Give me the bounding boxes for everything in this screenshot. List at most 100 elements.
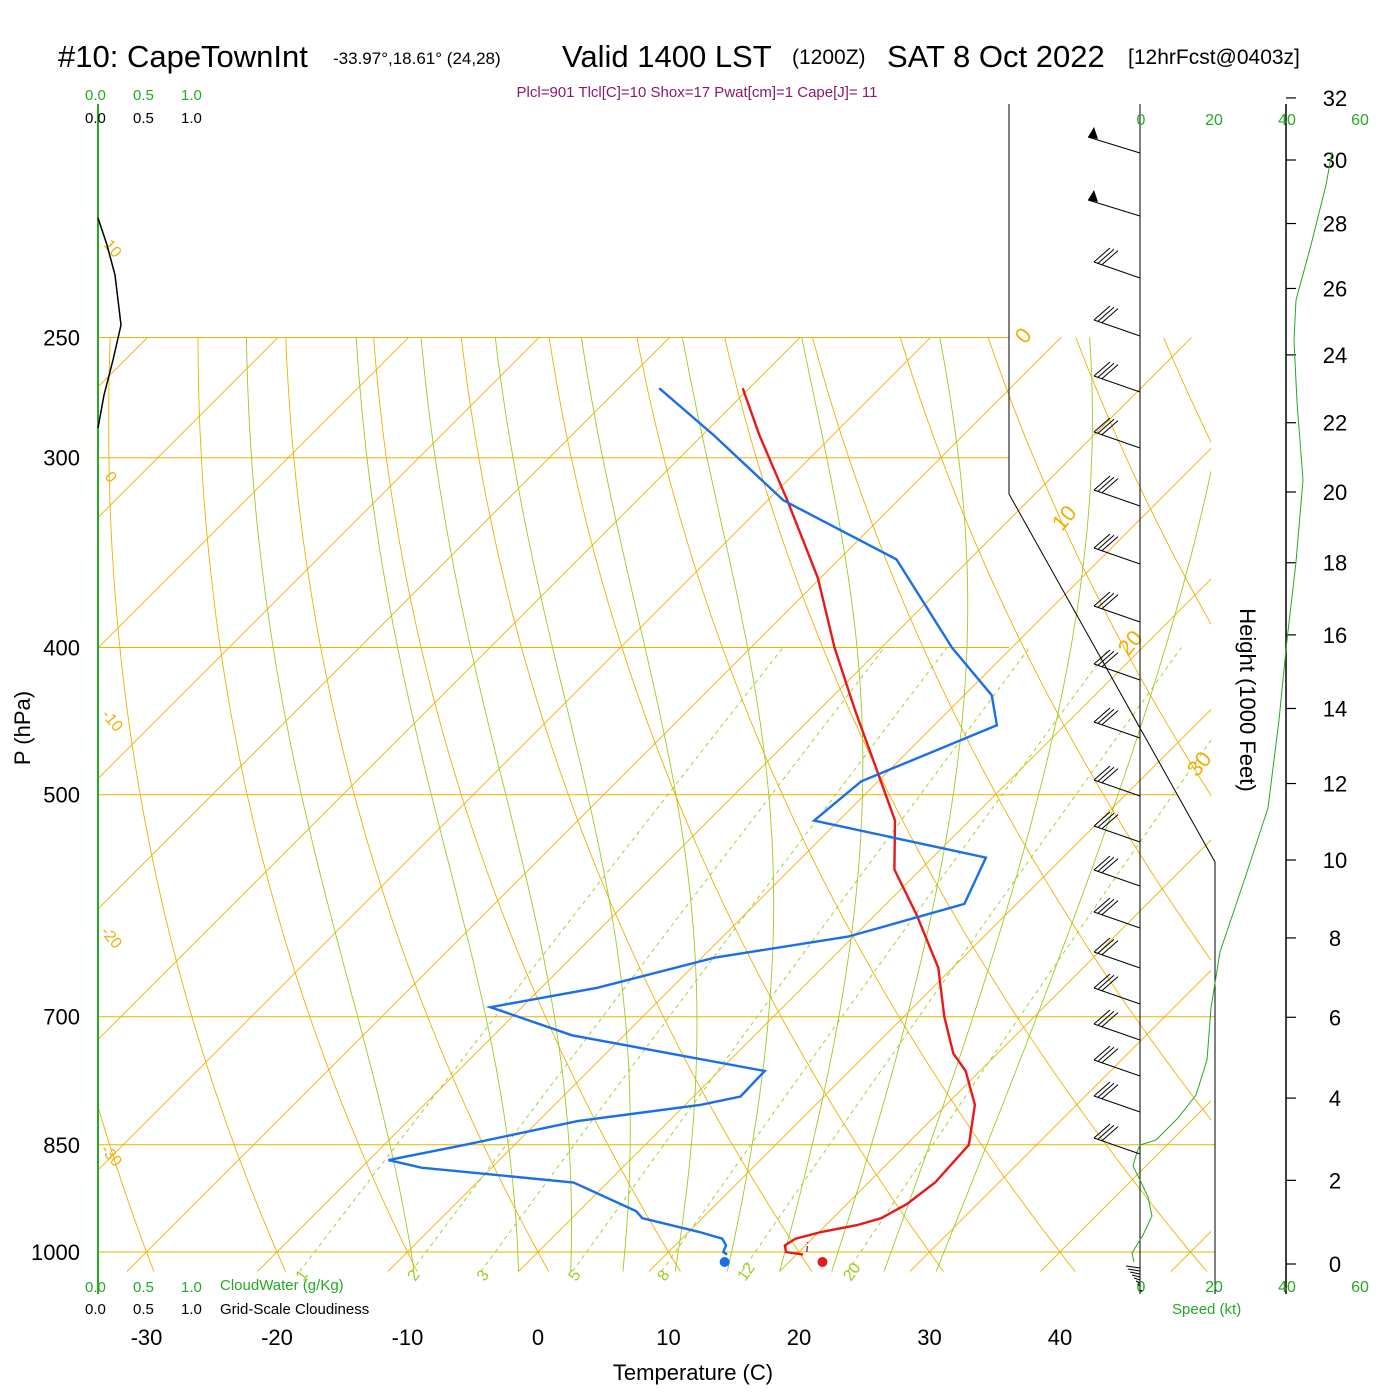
wind-barb-surface xyxy=(1129,1271,1141,1275)
dry-adiabat-line xyxy=(812,337,1211,1121)
cloudiness-scale-tick: 0.0 xyxy=(85,1301,106,1318)
wind-barb-feather xyxy=(1101,250,1119,265)
station-coords: -33.97°,18.61° (24,28) xyxy=(333,49,501,68)
isotherm-line xyxy=(1302,337,1400,1271)
pressure-tick-label: 250 xyxy=(43,325,80,350)
wind-speed-label: Speed (kt) xyxy=(1172,1301,1241,1318)
wind-barb-staff xyxy=(1093,1059,1141,1077)
cloudwater-scale-tick: 0.5 xyxy=(133,1279,154,1296)
temperature-tick-label: 20 xyxy=(787,1325,811,1350)
height-tick-label: 14 xyxy=(1323,696,1347,721)
wind-barb-staff xyxy=(1087,136,1141,154)
sounding-traces xyxy=(388,387,999,1267)
wind-barb xyxy=(1087,190,1141,217)
surface-dewpoint-marker xyxy=(719,1257,730,1267)
wind-barb-feather xyxy=(1093,973,1111,989)
wind-barb-staff xyxy=(1093,987,1141,1005)
cloudwater-scale-tick: 0.0 xyxy=(85,87,106,104)
cloudiness-scale-tick: 1.0 xyxy=(181,1301,202,1318)
temperature-tick-label: -10 xyxy=(392,1325,424,1350)
wind-barb xyxy=(1093,937,1141,969)
dry-adiabat-line xyxy=(548,337,944,1272)
wind-barb-feather xyxy=(1101,594,1119,609)
wind-barb-feather xyxy=(1097,1046,1115,1062)
temperature-trace xyxy=(741,387,977,1256)
cloudiness-scale-tick: 0.5 xyxy=(133,110,154,127)
wind-barb-feather xyxy=(1093,1123,1111,1139)
wind-barb-feather xyxy=(1093,897,1111,913)
cloudwater-scale-tick: 1.0 xyxy=(181,1279,202,1296)
wind-barb-feather xyxy=(1097,1082,1115,1098)
mixing-ratio-line xyxy=(847,739,1211,1272)
wind-speed-profile xyxy=(1131,151,1333,1263)
wind-barb xyxy=(1093,973,1141,1005)
dry-adiabat-line xyxy=(460,337,813,1272)
wind-barb-feather xyxy=(1093,305,1111,321)
station-title: #10: CapeTownInt xyxy=(58,39,308,74)
isotherm-grid xyxy=(98,337,1400,1272)
dry-adiabat-line xyxy=(1163,337,1211,443)
dry-adiabat-line xyxy=(1075,337,1211,625)
y-axis-ticks: 250 300 400 500 700 850 1000 xyxy=(31,325,80,1265)
wind-barb-feather xyxy=(1101,478,1119,493)
isotherm-line xyxy=(779,839,1211,1272)
temperature-tick-label: 40 xyxy=(1048,1325,1072,1350)
wind-barb-feather xyxy=(1093,475,1111,491)
height-tick-label: 8 xyxy=(1329,926,1341,951)
cloudiness-scale-tick: 1.0 xyxy=(181,110,202,127)
temperature-tick-label: 10 xyxy=(656,1325,680,1350)
moist-adiabat-grid xyxy=(246,337,1211,1272)
wind-barb xyxy=(1093,1081,1141,1113)
temperature-tick-label: 0 xyxy=(532,1325,544,1350)
cloudwater-scale-bottom: 0.0 0.5 1.0 CloudWater (g/Kg) xyxy=(85,1277,344,1296)
wind-barb-feather xyxy=(1097,592,1115,608)
height-tick-label: 18 xyxy=(1323,551,1347,576)
wind-speed-tick-label: 0 xyxy=(1137,112,1146,129)
wet-adiabat-label: 0 xyxy=(1010,323,1037,348)
wind-barb-staff xyxy=(1093,1137,1141,1155)
mixing-ratio-label: 12 xyxy=(735,1260,759,1284)
mixing-ratio-grid xyxy=(299,647,1211,1272)
wind-speed-tick-label: 60 xyxy=(1351,112,1369,129)
wind-barb-flag xyxy=(1088,190,1098,202)
cloudiness-scale-top: 0.0 0.5 1.0 xyxy=(85,110,202,127)
dry-adiabat-line xyxy=(1339,338,1400,1272)
wind-barb-feather xyxy=(1101,858,1119,873)
isotherm-line xyxy=(387,447,1211,1272)
wind-barb-feather xyxy=(1093,765,1111,781)
dry-adiabat-line xyxy=(1251,338,1400,1272)
mixing-ratio-label: 5 xyxy=(566,1267,585,1284)
dry-adiabat-line xyxy=(108,337,286,1272)
wind-barb-feather xyxy=(1097,1124,1115,1140)
mixing-ratio-label: 20 xyxy=(840,1260,864,1284)
isotherm-line xyxy=(98,337,931,1171)
wind-barb-feather xyxy=(1093,855,1111,871)
wet-adiabat-label: 20 xyxy=(1113,625,1148,660)
wind-speed-tick-label: 20 xyxy=(1205,1279,1223,1296)
height-tick-label: 22 xyxy=(1323,411,1347,436)
height-tick-label: 32 xyxy=(1323,86,1347,111)
wind-barb-surface xyxy=(1127,1268,1141,1272)
wind-speed-tick-label: 20 xyxy=(1205,112,1223,129)
isobar-grid xyxy=(98,336,1215,1253)
wind-barb-feather xyxy=(1097,248,1115,264)
wind-barb-feather xyxy=(1097,534,1115,550)
wind-barb-feather xyxy=(1093,649,1111,665)
wind-barb-staff xyxy=(1093,605,1141,623)
dry-adiabat-line xyxy=(899,337,1211,961)
dry-adiabat-grid xyxy=(98,337,1400,1272)
wind-barb xyxy=(1093,591,1141,623)
pressure-tick-label: 1000 xyxy=(31,1240,80,1265)
wind-barb xyxy=(1093,475,1141,507)
wind-barb-staff xyxy=(1093,319,1141,337)
cloudiness-profile xyxy=(97,217,122,429)
wind-barb-staff xyxy=(1093,779,1141,797)
wind-barb-surface xyxy=(1135,1280,1141,1284)
wind-barb-feather xyxy=(1093,591,1111,607)
wind-barb-staff xyxy=(1093,375,1141,393)
wind-barb-staff xyxy=(1093,869,1141,887)
mixing-ratio-line xyxy=(299,647,784,1272)
